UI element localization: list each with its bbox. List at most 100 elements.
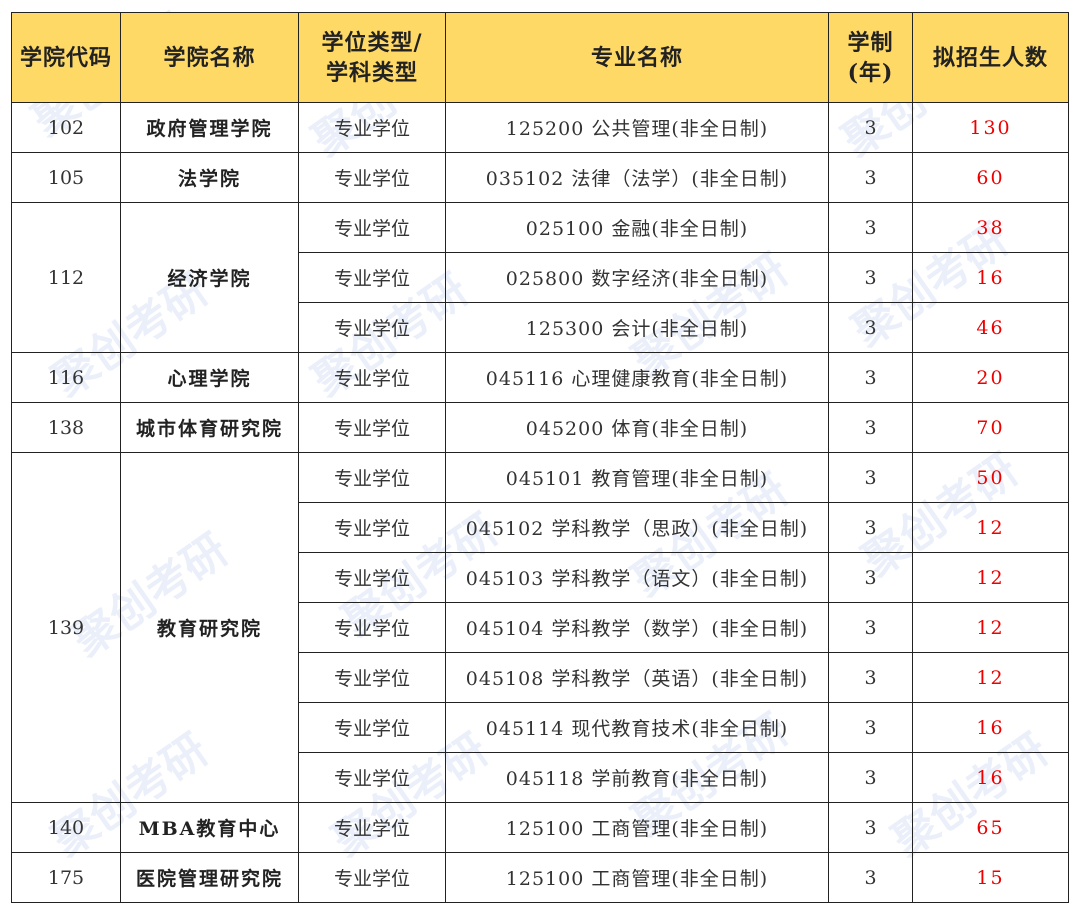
degree-type: 专业学位 (298, 752, 446, 803)
college-name: 城市体育研究院 (120, 402, 299, 453)
college-name: 法学院 (120, 152, 299, 203)
degree-type: 专业学位 (298, 452, 446, 503)
duration: 3 (828, 352, 913, 403)
major-name: 045102 学科教学（思政）(非全日制) (445, 502, 829, 553)
planned-enrollment: 20 (912, 352, 1069, 403)
table-row: 102 政府管理学院 专业学位 125200 公共管理(非全日制) 3 130 (11, 102, 1069, 153)
degree-type: 专业学位 (298, 202, 446, 253)
college-name: 政府管理学院 (120, 102, 299, 153)
major-name: 045108 学科教学（英语）(非全日制) (445, 652, 829, 703)
college-code: 102 (11, 102, 121, 153)
table-row: 专业学位 025800 数字经济(非全日制) 3 16 (12, 252, 1069, 303)
header-college-code: 学院代码 (11, 12, 121, 103)
planned-enrollment: 60 (912, 152, 1069, 203)
college-name: 心理学院 (120, 352, 299, 403)
college-code: 140 (11, 802, 121, 853)
planned-enrollment: 16 (912, 252, 1069, 303)
college-name: 经济学院 (120, 202, 299, 353)
major-name: 125300 会计(非全日制) (445, 302, 829, 353)
duration: 3 (828, 102, 913, 153)
header-duration: 学制 (年) (828, 12, 913, 103)
table-row: 专业学位 045102 学科教学（思政）(非全日制) 3 12 (12, 502, 1069, 553)
planned-enrollment: 46 (912, 302, 1069, 353)
major-name: 045101 教育管理(非全日制) (445, 452, 829, 503)
duration: 3 (828, 652, 913, 703)
header-degree-type: 学位类型/学科类型 (298, 12, 446, 103)
college-name: MBA教育中心 (120, 802, 299, 853)
major-name: 125100 工商管理(非全日制) (445, 852, 829, 903)
planned-enrollment: 130 (912, 102, 1069, 153)
table-row: 105 法学院 专业学位 035102 法律（法学）(非全日制) 3 60 (11, 152, 1069, 203)
college-code: 138 (11, 402, 121, 453)
degree-type: 专业学位 (298, 852, 446, 903)
degree-type: 专业学位 (298, 702, 446, 753)
table-row: 116 心理学院 专业学位 045116 心理健康教育(非全日制) 3 20 (11, 352, 1069, 403)
duration: 3 (828, 302, 913, 353)
degree-type: 专业学位 (298, 502, 446, 553)
header-college-name: 学院名称 (120, 12, 299, 103)
duration: 3 (828, 202, 913, 253)
college-code: 139 (11, 452, 121, 803)
planned-enrollment: 38 (912, 202, 1069, 253)
major-name: 125100 工商管理(非全日制) (445, 802, 829, 853)
major-name: 045200 体育(非全日制) (445, 402, 829, 453)
table-row: 专业学位 125300 会计(非全日制) 3 46 (12, 302, 1069, 353)
planned-enrollment: 12 (912, 502, 1069, 553)
planned-enrollment: 65 (912, 802, 1069, 853)
degree-type: 专业学位 (298, 152, 446, 203)
table-row: 专业学位 045108 学科教学（英语）(非全日制) 3 12 (12, 652, 1069, 703)
planned-enrollment: 15 (912, 852, 1069, 903)
planned-enrollment: 12 (912, 602, 1069, 653)
header-planned-enrollment: 拟招生人数 (912, 12, 1069, 103)
table-row: 175 医院管理研究院 专业学位 125100 工商管理(非全日制) 3 15 (11, 852, 1069, 903)
degree-type: 专业学位 (298, 102, 446, 153)
duration: 3 (828, 152, 913, 203)
duration: 3 (828, 752, 913, 803)
duration: 3 (828, 502, 913, 553)
duration: 3 (828, 602, 913, 653)
major-name: 125200 公共管理(非全日制) (445, 102, 829, 153)
college-code: 105 (11, 152, 121, 203)
degree-type: 专业学位 (298, 802, 446, 853)
header-row: 学院代码 学院名称 学位类型/学科类型 专业名称 学制 (年) 拟招生人数 (11, 12, 1069, 103)
table-row: 140 MBA教育中心 专业学位 125100 工商管理(非全日制) 3 65 (11, 802, 1069, 853)
header-major-name: 专业名称 (445, 12, 829, 103)
duration: 3 (828, 702, 913, 753)
major-name: 025100 金融(非全日制) (445, 202, 829, 253)
table-row: 138 城市体育研究院 专业学位 045200 体育(非全日制) 3 70 (11, 402, 1069, 453)
major-name: 045103 学科教学（语文）(非全日制) (445, 552, 829, 603)
major-name: 035102 法律（法学）(非全日制) (445, 152, 829, 203)
planned-enrollment: 16 (912, 702, 1069, 753)
degree-type: 专业学位 (298, 552, 446, 603)
duration: 3 (828, 802, 913, 853)
duration: 3 (828, 552, 913, 603)
college-name: 医院管理研究院 (120, 852, 299, 903)
major-name: 045116 心理健康教育(非全日制) (445, 352, 829, 403)
degree-type: 专业学位 (298, 402, 446, 453)
planned-enrollment: 12 (912, 552, 1069, 603)
planned-enrollment: 12 (912, 652, 1069, 703)
major-name: 045114 现代教育技术(非全日制) (445, 702, 829, 753)
planned-enrollment: 50 (912, 452, 1069, 503)
planned-enrollment: 70 (912, 402, 1069, 453)
degree-type: 专业学位 (298, 602, 446, 653)
table-row: 专业学位 045104 学科教学（数学）(非全日制) 3 12 (12, 602, 1069, 653)
degree-type: 专业学位 (298, 302, 446, 353)
duration: 3 (828, 252, 913, 303)
major-name: 045118 学前教育(非全日制) (445, 752, 829, 803)
table-row: 专业学位 045103 学科教学（语文）(非全日制) 3 12 (12, 552, 1069, 603)
major-name: 045104 学科教学（数学）(非全日制) (445, 602, 829, 653)
college-name: 教育研究院 (120, 452, 299, 803)
degree-type: 专业学位 (298, 352, 446, 403)
duration: 3 (828, 452, 913, 503)
enrollment-table: 学院代码 学院名称 学位类型/学科类型 专业名称 学制 (年) 拟招生人数 102 政府管理学… (11, 12, 1069, 903)
college-code: 112 (11, 202, 121, 353)
degree-type: 专业学位 (298, 252, 446, 303)
degree-type: 专业学位 (298, 652, 446, 703)
table-row: 专业学位 045118 学前教育(非全日制) 3 16 (12, 752, 1069, 803)
planned-enrollment: 16 (912, 752, 1069, 803)
table-row: 112 经济学院 专业学位 025100 金融(非全日制) 3 38 (11, 202, 1069, 353)
duration: 3 (828, 852, 913, 903)
table-row: 专业学位 045114 现代教育技术(非全日制) 3 16 (12, 702, 1069, 753)
table-row: 139 教育研究院 专业学位 045101 教育管理(非全日制) 3 50 (11, 452, 1069, 803)
